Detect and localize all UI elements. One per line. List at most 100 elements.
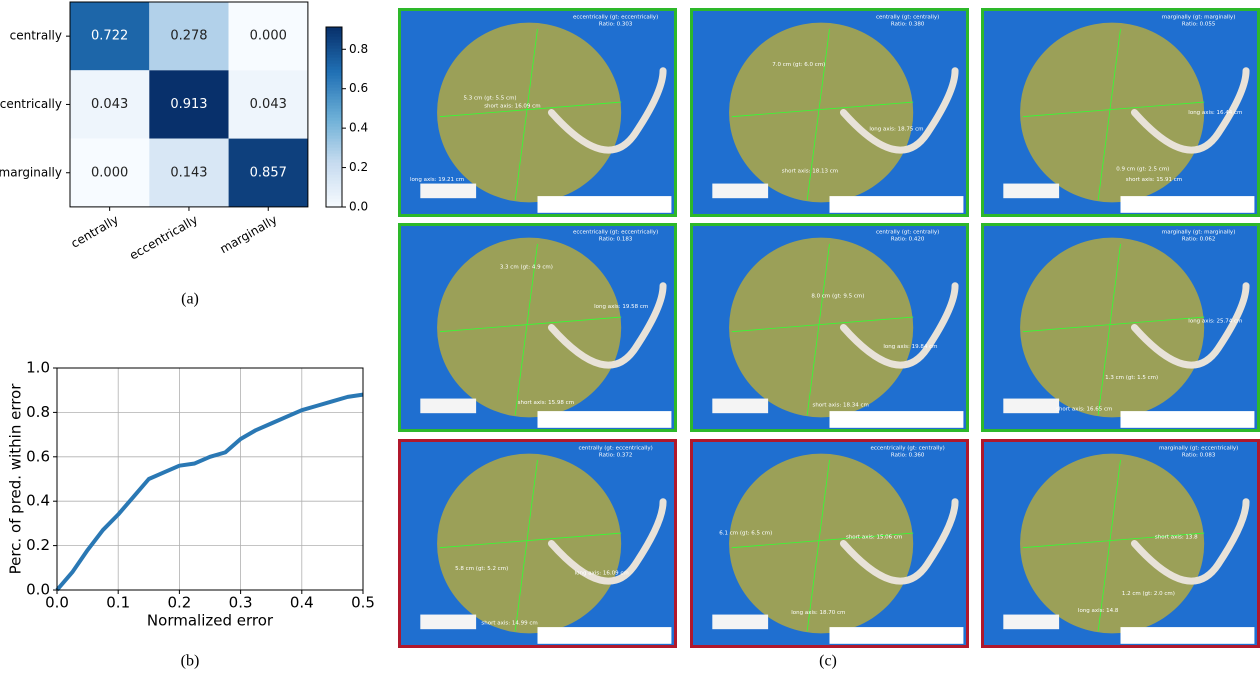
image-tile: marginally (gt: eccentrically)Ratio: 0.0… [981, 439, 1260, 648]
placenta [729, 23, 913, 203]
image-tile: eccentrically (gt: eccentrically)Ratio: … [398, 223, 677, 432]
measurement-label: 0.9 cm (gt: 2.5 cm) [1116, 166, 1169, 172]
prediction-label: eccentrically (gt: centrally) [871, 446, 945, 452]
measurement-label: 1.3 cm (gt: 1.5 cm) [1105, 375, 1158, 381]
x-tick-label: 0.1 [106, 594, 130, 612]
y-tick-label: eccentrically [0, 97, 62, 111]
image-tile: marginally (gt: marginally)Ratio: 0.055 l… [981, 8, 1260, 217]
measurement-label: 6.1 cm (gt: 6.5 cm) [719, 531, 772, 537]
cell-label: 0.722 [91, 29, 128, 44]
measurement-label: short axis: 18.34 cm [812, 402, 868, 408]
ruler [420, 399, 476, 414]
x-tick-label: eccentrically [127, 212, 200, 262]
y-tick-label: 0.8 [26, 403, 50, 421]
ruler [1003, 399, 1059, 414]
ruler [712, 615, 768, 630]
measurement-label: long axis: 25.74 cm [1188, 319, 1242, 325]
prediction-label: eccentrically (gt: eccentrically) [573, 230, 658, 236]
prediction-label: centrally (gt: eccentrically) [579, 446, 653, 452]
y-tick-label: 0.2 [26, 536, 50, 554]
figure-canvas: (a) (b) (c) 0.7220.2780.0000.0430.9130.0… [0, 0, 1260, 684]
measurement-label: long axis: 16.44 cm [1188, 110, 1242, 116]
prediction-label: marginally (gt: marginally) [1162, 15, 1235, 21]
measurement-label: 7.0 cm (gt: 6.0 cm) [772, 62, 825, 68]
cell-label: 0.913 [170, 97, 207, 112]
x-tick-label: 0.3 [229, 594, 253, 612]
ratio-label: Ratio: 0.055 [1182, 22, 1216, 28]
cell-label: 0.143 [170, 165, 207, 180]
measurement-label: short axis: 14.99 cm [481, 620, 537, 626]
measurement-label: 5.8 cm (gt: 5.2 cm) [455, 566, 508, 572]
ruler [420, 615, 476, 630]
ratio-label: Ratio: 0.183 [599, 237, 633, 243]
measurement-label: 5.3 cm (gt: 5.5 cm) [464, 95, 517, 101]
panel-label: (a) [181, 291, 199, 308]
plot-frame [57, 368, 363, 590]
image-tile: eccentrically (gt: centrally)Ratio: 0.36… [690, 439, 969, 648]
cell-label: 0.043 [91, 97, 128, 112]
panel-label: (b) [181, 653, 200, 670]
y-tick-label: centrally [10, 29, 62, 43]
measurement-label: long axis: 18.75 cm [869, 127, 923, 133]
y-tick-label: 1.0 [26, 359, 50, 377]
scale-box [830, 411, 964, 428]
measurement-label: short axis: 15.91 cm [1126, 177, 1182, 183]
scale-box [1121, 196, 1255, 213]
ratio-label: Ratio: 0.360 [891, 453, 925, 459]
image-tile: centrally (gt: eccentrically)Ratio: 0.37… [398, 439, 677, 648]
colorbar-tick-label: 0.0 [349, 200, 368, 214]
measurement-label: 8.0 cm (gt: 9.5 cm) [811, 294, 864, 300]
placenta [1020, 454, 1204, 634]
placenta [437, 23, 621, 203]
ratio-label: Ratio: 0.372 [599, 453, 632, 459]
cell-label: 0.043 [250, 97, 287, 112]
y-tick-label: 0.6 [26, 447, 50, 465]
measurement-label: 1.2 cm (gt: 2.0 cm) [1122, 591, 1175, 597]
y-axis-label: Perc. of pred. within error [7, 383, 25, 575]
placenta [729, 454, 913, 634]
ratio-label: Ratio: 0.420 [891, 237, 925, 243]
measurement-label: long axis: 19.58 cm [594, 304, 648, 310]
placenta [1020, 23, 1204, 203]
ruler [712, 399, 768, 414]
scale-box [538, 411, 672, 428]
measurement-label: short axis: 16.09 cm [484, 104, 540, 110]
image-tile: centrally (gt: centrally)Ratio: 0.380 7.0… [690, 8, 969, 217]
ruler [420, 184, 476, 199]
y-tick-label: 0.0 [26, 581, 50, 599]
placenta [1020, 238, 1204, 418]
y-tick-label: marginally [0, 165, 62, 179]
scale-box [830, 627, 964, 644]
image-tile: marginally (gt: marginally)Ratio: 0.062l… [981, 223, 1260, 432]
y-tick-label: 0.4 [26, 492, 50, 510]
colorbar-segment [326, 27, 342, 31]
line-series [57, 395, 363, 590]
prediction-label: eccentrically (gt: eccentrically) [573, 15, 658, 21]
measurement-label: long axis: 19.21 cm [410, 177, 464, 183]
measurement-label: short axis: 15.98 cm [518, 400, 574, 406]
placenta [437, 454, 621, 634]
colorbar-tick-label: 0.2 [349, 160, 368, 174]
scale-box [538, 196, 672, 213]
figure: (a) (b) (c) 0.7220.2780.0000.0430.9130.0… [0, 0, 1260, 684]
scale-box [1121, 627, 1255, 644]
colorbar-tick-label: 0.8 [349, 42, 368, 56]
x-tick-label: marginally [218, 212, 280, 256]
scale-box [538, 627, 672, 644]
cell-label: 0.278 [170, 29, 207, 44]
measurement-label: long axis: 16.09 cm [575, 570, 629, 576]
ratio-label: Ratio: 0.380 [891, 22, 925, 28]
cell-label: 0.000 [250, 29, 287, 44]
cell-label: 0.000 [91, 165, 128, 180]
measurement-label: short axis: 15.06 cm [846, 535, 902, 541]
ratio-label: Ratio: 0.303 [599, 22, 633, 28]
scale-box [830, 196, 964, 213]
measurement-label: short axis: 13.8 [1155, 535, 1198, 541]
prediction-label: centrally (gt: centrally) [876, 15, 939, 21]
ratio-label: Ratio: 0.062 [1182, 237, 1215, 243]
ratio-label: Ratio: 0.083 [1182, 453, 1216, 459]
colorbar-tick-label: 0.6 [349, 81, 368, 95]
prediction-label: centrally (gt: centrally) [876, 230, 939, 236]
prediction-label: marginally (gt: eccentrically) [1159, 446, 1238, 452]
measurement-label: short axis: 18.13 cm [782, 169, 838, 175]
